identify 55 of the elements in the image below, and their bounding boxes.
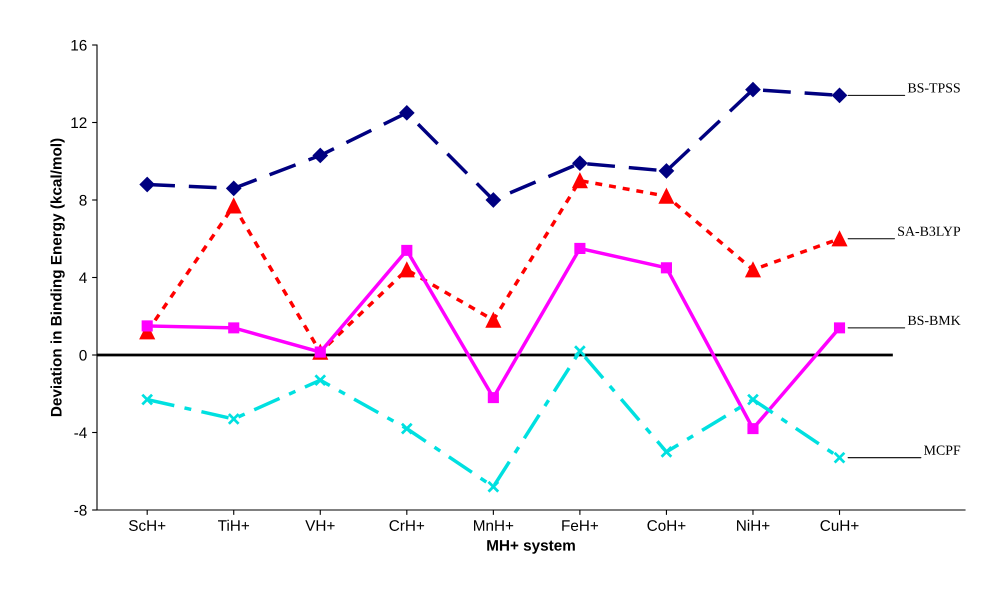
point <box>401 244 412 256</box>
x-tick-label: CuH+ <box>820 520 859 531</box>
point <box>833 451 846 464</box>
point <box>314 374 327 386</box>
y-tick-label: 4 <box>79 272 87 284</box>
point <box>745 82 761 98</box>
point <box>312 148 328 164</box>
point <box>488 392 499 404</box>
point <box>574 344 586 358</box>
point <box>746 393 760 406</box>
y-axis-title: Deviation in Binding Energy (kcal/mol) <box>50 138 65 416</box>
point <box>572 172 588 188</box>
point <box>486 312 501 328</box>
point <box>745 262 761 278</box>
point <box>832 88 848 103</box>
point <box>658 188 674 204</box>
text: BS-BMK <box>908 316 961 326</box>
point <box>487 480 500 493</box>
point <box>228 322 240 334</box>
x-tick-label: CoH+ <box>647 520 686 531</box>
point <box>226 198 242 214</box>
point <box>832 231 848 246</box>
point <box>834 322 846 334</box>
y-tick-label: -8 <box>74 504 87 516</box>
x-axis-title: MH+ system <box>487 540 575 554</box>
x-tick-label: VH+ <box>305 520 335 531</box>
x-tick-label: TiH+ <box>218 520 250 531</box>
y-tick-label: 0 <box>79 350 87 361</box>
y-tick-label: 16 <box>71 40 87 51</box>
x-tick-label: FeH+ <box>562 520 598 531</box>
point <box>486 192 501 208</box>
x-tick-label: ScH+ <box>128 520 166 531</box>
point <box>747 423 759 434</box>
point <box>574 242 586 254</box>
point <box>400 422 414 435</box>
y-tick-label: 8 <box>79 194 87 206</box>
point <box>399 262 414 278</box>
y-tick-label: -4 <box>74 428 87 438</box>
point <box>140 393 154 406</box>
point <box>660 446 673 458</box>
point <box>140 176 155 192</box>
text: BS-TPSS <box>908 83 960 93</box>
point <box>399 105 414 120</box>
point <box>572 156 588 171</box>
text: MCPF <box>924 446 960 455</box>
y-tick-label: 12 <box>71 117 87 128</box>
point <box>226 180 242 196</box>
point <box>227 412 240 426</box>
x-tick-label: MnH+ <box>474 520 514 531</box>
x-tick-label: CrH+ <box>390 520 424 531</box>
point <box>660 262 672 274</box>
point <box>142 320 153 332</box>
point <box>658 163 674 179</box>
x-tick-label: NiH+ <box>737 520 770 531</box>
text: SA-B3LYP <box>898 226 960 236</box>
